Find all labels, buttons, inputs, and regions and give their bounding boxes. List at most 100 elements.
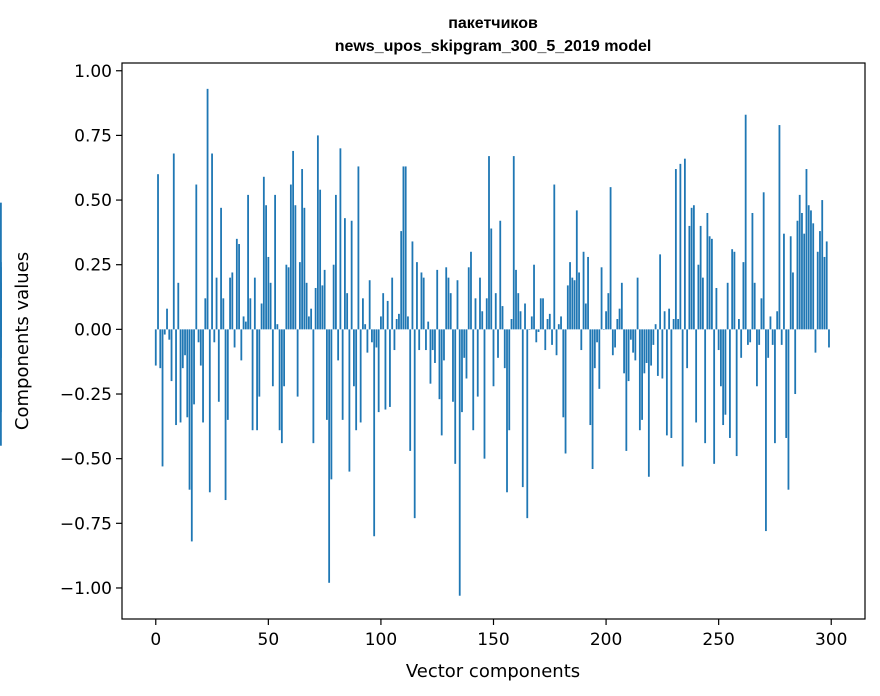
bar <box>492 329 495 387</box>
y-tick-label: 0.25 <box>74 256 112 276</box>
bar <box>593 329 596 369</box>
bar <box>242 316 245 330</box>
bar <box>431 329 434 351</box>
bar <box>434 329 436 363</box>
y-tick-label: 0.50 <box>74 191 112 211</box>
bar <box>346 293 349 330</box>
bar <box>571 277 574 330</box>
bar <box>334 194 337 330</box>
bar <box>373 329 376 537</box>
bar <box>634 329 637 361</box>
bar <box>760 298 763 330</box>
bar <box>310 308 313 330</box>
bar <box>641 329 643 420</box>
bar <box>463 329 466 358</box>
bar <box>580 329 583 351</box>
bar <box>427 321 430 330</box>
bar <box>566 285 569 330</box>
bar <box>368 280 371 330</box>
y-axis-label: Components values <box>12 252 33 430</box>
bar <box>681 329 684 467</box>
bar <box>620 282 623 330</box>
bar <box>292 150 295 330</box>
bar <box>217 329 220 402</box>
bar <box>708 236 711 330</box>
bar <box>551 329 553 345</box>
x-tick-label: 100 <box>365 630 397 650</box>
bar <box>584 303 587 330</box>
bar <box>283 329 286 387</box>
bar <box>215 277 218 330</box>
bar <box>0 282 2 330</box>
bar <box>377 329 380 413</box>
bar <box>157 174 159 330</box>
bar <box>494 293 497 330</box>
bar <box>204 298 207 330</box>
bar <box>193 329 195 405</box>
bar <box>569 262 571 330</box>
bar <box>316 135 319 330</box>
bar <box>686 329 689 369</box>
bar <box>636 277 639 330</box>
bar <box>393 329 396 351</box>
bar <box>778 125 781 330</box>
bar <box>506 329 508 493</box>
bar <box>163 329 166 335</box>
bar <box>497 329 499 358</box>
bar <box>328 329 331 583</box>
bar <box>510 319 513 330</box>
bar <box>627 329 630 382</box>
bar <box>247 194 249 330</box>
bar <box>382 293 385 330</box>
bar <box>812 223 815 330</box>
x-axis-label: Vector components <box>406 661 580 682</box>
bar <box>591 329 594 470</box>
bar <box>816 251 819 330</box>
bar <box>350 220 353 330</box>
bar <box>298 262 301 330</box>
bar <box>542 298 544 330</box>
bar <box>456 280 459 330</box>
bar <box>285 264 288 330</box>
bar <box>720 329 722 387</box>
bar <box>416 262 418 330</box>
bar <box>616 319 619 330</box>
bar <box>544 329 547 351</box>
bar <box>206 88 209 330</box>
bar <box>467 267 470 330</box>
bar <box>557 324 560 330</box>
bar <box>380 316 382 330</box>
bar <box>344 218 346 330</box>
bar <box>267 256 270 330</box>
bar <box>526 329 529 519</box>
bar <box>220 207 222 330</box>
bar <box>517 293 520 330</box>
bar <box>706 212 709 330</box>
bar <box>729 329 731 438</box>
bar <box>166 308 168 330</box>
bar <box>458 329 461 596</box>
bar <box>154 329 157 366</box>
bar <box>440 329 443 436</box>
y-tick-label: −0.50 <box>60 450 112 470</box>
y-axis-ticks: 1.00 0.75 0.50 0.25 0.00 −0.25 −0.50 −0.75 −1.00 <box>60 62 122 599</box>
bar <box>400 231 403 330</box>
bar <box>438 329 441 400</box>
y-tick-label: −0.25 <box>60 385 112 405</box>
bar <box>758 329 761 345</box>
bar <box>665 329 668 436</box>
y-tick-label: −0.75 <box>60 514 112 534</box>
bar <box>805 169 808 330</box>
bar <box>618 308 621 330</box>
bar <box>609 187 612 330</box>
bar <box>330 329 333 480</box>
bar <box>172 153 175 330</box>
bar <box>449 293 452 330</box>
bar <box>699 225 702 330</box>
bar <box>683 158 686 330</box>
bar <box>274 194 276 330</box>
bar <box>476 329 479 397</box>
bar <box>688 225 691 330</box>
x-tick-label: 250 <box>702 630 734 650</box>
bar <box>801 212 803 330</box>
